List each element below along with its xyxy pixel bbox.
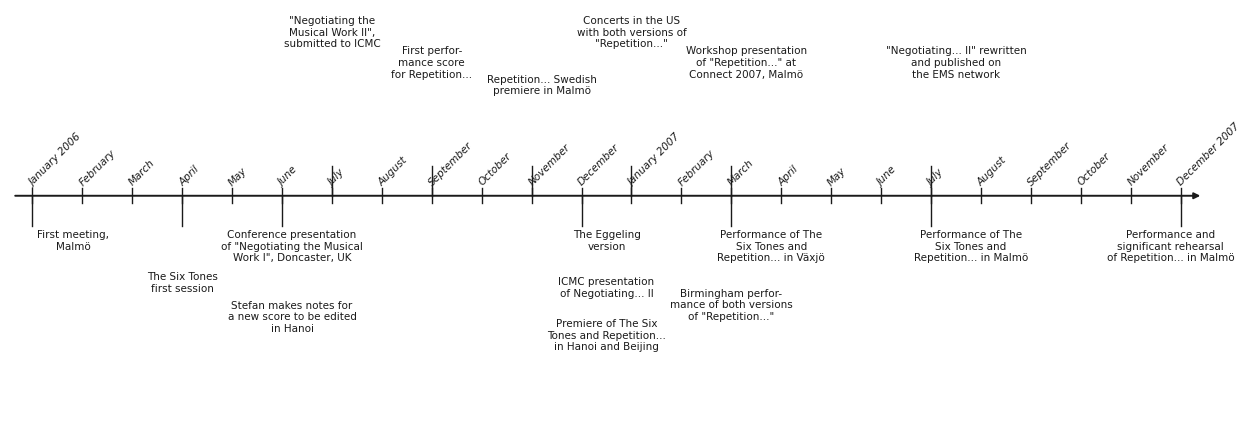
- Text: March: March: [127, 158, 157, 187]
- Text: November: November: [527, 142, 572, 187]
- Text: October: October: [1075, 151, 1112, 187]
- Text: February: February: [77, 147, 117, 187]
- Text: ICMC presentation
of Negotiating... II: ICMC presentation of Negotiating... II: [558, 276, 655, 298]
- Text: September: September: [426, 139, 475, 187]
- Text: October: October: [476, 151, 513, 187]
- Text: May: May: [227, 165, 250, 187]
- Text: July: July: [926, 167, 946, 187]
- Text: August: August: [377, 154, 410, 187]
- Text: Birmingham perfor-
mance of both versions
of "Repetition...": Birmingham perfor- mance of both version…: [670, 288, 793, 321]
- Text: June: June: [277, 164, 300, 187]
- Text: The Six Tones
first session: The Six Tones first session: [147, 271, 218, 293]
- Text: April: April: [776, 163, 800, 187]
- Text: Stefan makes notes for
a new score to be edited
in Hanoi: Stefan makes notes for a new score to be…: [227, 300, 357, 333]
- Text: June: June: [876, 164, 899, 187]
- Text: "Negotiating the
Musical Work II",
submitted to ICMC: "Negotiating the Musical Work II", submi…: [283, 16, 380, 49]
- Text: Performance and
significant rehearsal
of Repetition... in Malmö: Performance and significant rehearsal of…: [1106, 230, 1234, 263]
- Text: Repetition... Swedish
premiere in Malmö: Repetition... Swedish premiere in Malmö: [487, 75, 597, 96]
- Text: December: December: [577, 142, 622, 187]
- Text: January 2007: January 2007: [626, 131, 682, 187]
- Text: May: May: [827, 165, 849, 187]
- Text: December 2007: December 2007: [1176, 121, 1242, 187]
- Text: November: November: [1126, 142, 1171, 187]
- Text: January 2006: January 2006: [27, 131, 83, 187]
- Text: Premiere of The Six
Tones and Repetition...
in Hanoi and Beijing: Premiere of The Six Tones and Repetition…: [547, 318, 666, 351]
- Text: July: July: [327, 167, 347, 187]
- Text: Conference presentation
of "Negotiating the Musical
Work I", Doncaster, UK: Conference presentation of "Negotiating …: [221, 230, 363, 263]
- Text: Performance of The
Six Tones and
Repetition... in Malmö: Performance of The Six Tones and Repetit…: [914, 230, 1028, 263]
- Text: August: August: [976, 154, 1009, 187]
- Text: Concerts in the US
with both versions of
"Repetition...": Concerts in the US with both versions of…: [577, 16, 686, 49]
- Text: September: September: [1025, 139, 1074, 187]
- Text: February: February: [676, 147, 716, 187]
- Text: The Eggeling
version: The Eggeling version: [573, 230, 640, 251]
- Text: First meeting,
Malmö: First meeting, Malmö: [37, 230, 109, 251]
- Text: First perfor-
mance score
for Repetition...: First perfor- mance score for Repetition…: [392, 46, 472, 79]
- Text: Workshop presentation
of "Repetition..." at
Connect 2007, Malmö: Workshop presentation of "Repetition..."…: [686, 46, 807, 79]
- Text: April: April: [177, 163, 201, 187]
- Text: March: March: [726, 158, 756, 187]
- Text: "Negotiating... II" rewritten
and published on
the EMS network: "Negotiating... II" rewritten and publis…: [885, 46, 1027, 79]
- Text: Performance of The
Six Tones and
Repetition... in Växjö: Performance of The Six Tones and Repetit…: [717, 230, 825, 263]
